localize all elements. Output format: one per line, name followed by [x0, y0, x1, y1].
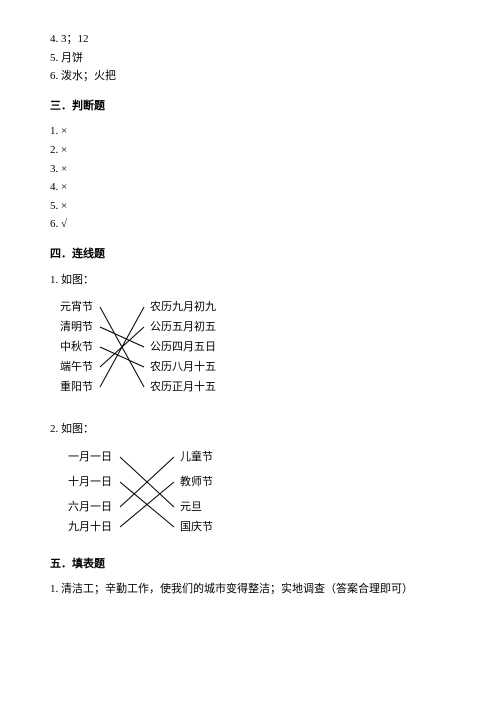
svg-text:清明节: 清明节	[60, 320, 93, 333]
judge-item: 2. ×	[50, 142, 450, 160]
svg-text:重阳节: 重阳节	[60, 379, 93, 393]
svg-text:公历五月初五: 公历五月初五	[150, 319, 216, 333]
intro-block: 4. 3；12 5. 月饼 6. 泼水；火把	[50, 31, 450, 86]
intro-item: 5. 月饼	[50, 50, 450, 68]
q2-label: 2. 如图：	[50, 421, 450, 439]
svg-text:农历正月十五: 农历正月十五	[150, 379, 216, 393]
svg-text:农历九月初九: 农历九月初九	[150, 299, 216, 313]
section5-heading: 五．填表题	[50, 556, 450, 574]
judge-item: 5. ×	[50, 198, 450, 216]
matching-diagram-2: 一月一日十月一日六月一日九月十日 儿童节教师节元旦国庆节	[50, 445, 250, 540]
svg-text:端午节: 端午节	[60, 360, 93, 373]
svg-text:元宵节: 元宵节	[60, 299, 93, 313]
svg-text:中秋节: 中秋节	[60, 339, 93, 353]
section4-heading: 四．连线题	[50, 246, 450, 264]
judge-item: 6. √	[50, 216, 450, 234]
section5-item: 1. 清洁工；辛勤工作，使我们的城市变得整洁；实地调查（答案合理即可）	[50, 581, 450, 599]
svg-text:农历八月十五: 农历八月十五	[150, 359, 216, 373]
judge-item: 3. ×	[50, 161, 450, 179]
svg-text:儿童节: 儿童节	[180, 449, 213, 463]
svg-text:六月一日: 六月一日	[68, 500, 112, 513]
svg-text:国庆节: 国庆节	[180, 519, 213, 533]
svg-text:十月一日: 十月一日	[68, 474, 112, 488]
section3-heading: 三．判断题	[50, 98, 450, 116]
judge-item: 4. ×	[50, 179, 450, 197]
svg-text:公历四月五日: 公历四月五日	[150, 340, 216, 353]
q1-label: 1. 如图：	[50, 272, 450, 290]
svg-text:教师节: 教师节	[180, 475, 213, 488]
svg-text:九月十日: 九月十日	[68, 519, 112, 533]
svg-text:元旦: 元旦	[180, 501, 202, 513]
svg-text:一月一日: 一月一日	[68, 451, 112, 463]
intro-item: 6. 泼水；火把	[50, 68, 450, 86]
matching-diagram-1: 元宵节清明节中秋节端午节重阳节 农历九月初九公历五月初五公历四月五日农历八月十五农…	[50, 295, 250, 405]
section3-block: 1. × 2. × 3. × 4. × 5. × 6. √	[50, 123, 450, 234]
intro-item: 4. 3；12	[50, 31, 450, 49]
judge-item: 1. ×	[50, 123, 450, 141]
